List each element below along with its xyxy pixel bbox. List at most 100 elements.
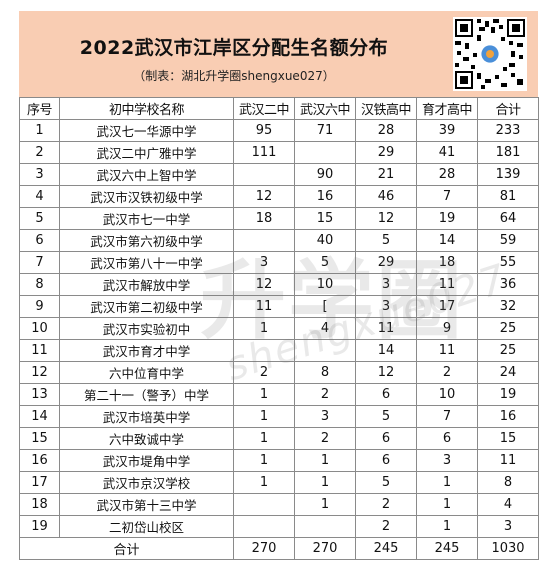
quota-cell: 14 <box>416 229 478 252</box>
quota-cell: [ <box>294 295 356 318</box>
row-index-cell: 15 <box>19 427 60 450</box>
row-index-cell: 18 <box>19 493 60 516</box>
quota-cell <box>294 515 356 538</box>
row-index-cell: 8 <box>19 273 60 296</box>
table-row: 3 武汉六中上智中学 90 21 28 139 <box>19 163 539 186</box>
title-banner: 2022武汉市江岸区分配生名额分布 （制表：湖北升学圈shengxue027） <box>19 11 538 97</box>
row-index-cell: 13 <box>19 383 60 406</box>
quota-cell: 29 <box>355 251 417 274</box>
quota-cell: 10 <box>294 273 356 296</box>
row-index-cell: 10 <box>19 317 60 340</box>
quota-cell: 6 <box>355 427 417 450</box>
row-index-cell: 6 <box>19 229 60 252</box>
school-name-cell: 二初岱山校区 <box>59 515 234 538</box>
quota-cell <box>233 339 295 362</box>
quota-cell: 111 <box>233 141 295 164</box>
school-name-cell: 武汉市第二初级中学 <box>59 295 234 318</box>
quota-cell: 25 <box>477 339 539 362</box>
quota-cell <box>294 339 356 362</box>
quota-cell: 1 <box>233 317 295 340</box>
total-value-cell: 245 <box>355 537 417 560</box>
table-row: 18 武汉市第十三中学 1 2 1 4 <box>19 493 539 516</box>
quota-cell: 28 <box>416 163 478 186</box>
row-index-cell: 9 <box>19 295 60 318</box>
quota-cell: 11 <box>355 317 417 340</box>
quota-cell: 2 <box>294 383 356 406</box>
table-row: 16 武汉市堤角中学 1 1 6 3 11 <box>19 449 539 472</box>
quota-cell: 7 <box>416 185 478 208</box>
quota-cell: 2 <box>294 427 356 450</box>
school-name-cell: 第二十一（警予）中学 <box>59 383 234 406</box>
quota-cell: 6 <box>416 427 478 450</box>
quota-cell: 2 <box>355 493 417 516</box>
table-body: 1 武汉七一华源中学 95 71 28 39 233 2 武汉二中广雅中学 111 29 41 181 3… <box>19 119 539 560</box>
quota-cell: 21 <box>355 163 417 186</box>
school-name-cell: 武汉市育才中学 <box>59 339 234 362</box>
column-header: 序号 <box>19 97 60 120</box>
school-name-cell: 武汉七一华源中学 <box>59 119 234 142</box>
school-name-cell: 武汉市第八十一中学 <box>59 251 234 274</box>
row-index-cell: 4 <box>19 185 60 208</box>
school-name-cell: 武汉市堤角中学 <box>59 449 234 472</box>
quota-cell: 3 <box>233 251 295 274</box>
table-row: 7 武汉市第八十一中学 3 5 29 18 55 <box>19 251 539 274</box>
quota-cell: 1 <box>233 427 295 450</box>
school-name-cell: 武汉市第十三中学 <box>59 493 234 516</box>
quota-cell: 1 <box>416 493 478 516</box>
total-row: 合计 270 270 245 245 1030 <box>19 537 539 560</box>
quota-cell: 1 <box>416 471 478 494</box>
quota-cell: 2 <box>416 361 478 384</box>
qr-code-icon <box>453 17 527 91</box>
quota-cell: 12 <box>233 185 295 208</box>
quota-cell: 36 <box>477 273 539 296</box>
row-index-cell: 11 <box>19 339 60 362</box>
total-value-cell: 1030 <box>477 537 539 560</box>
quota-cell <box>233 515 295 538</box>
quota-cell: 39 <box>416 119 478 142</box>
page-title: 2022武汉市江岸区分配生名额分布 <box>79 37 389 59</box>
quota-cell: 3 <box>294 405 356 428</box>
school-name-cell: 武汉市京汉学校 <box>59 471 234 494</box>
quota-cell: 15 <box>294 207 356 230</box>
table-row: 10 武汉市实验初中 1 4 11 9 25 <box>19 317 539 340</box>
quota-cell: 95 <box>233 119 295 142</box>
column-header: 育才高中 <box>416 97 478 120</box>
quota-cell: 3 <box>355 273 417 296</box>
quota-cell: 3 <box>416 449 478 472</box>
quota-cell: 3 <box>355 295 417 318</box>
table-row: 4 武汉市汉铁初级中学 12 16 46 7 81 <box>19 185 539 208</box>
school-name-cell: 武汉市第六初级中学 <box>59 229 234 252</box>
total-value-cell: 270 <box>233 537 295 560</box>
table-row: 15 六中致诚中学 1 2 6 6 15 <box>19 427 539 450</box>
quota-cell: 32 <box>477 295 539 318</box>
total-value-cell: 245 <box>416 537 478 560</box>
quota-cell: 8 <box>294 361 356 384</box>
quota-cell: 12 <box>233 273 295 296</box>
quota-cell: 24 <box>477 361 539 384</box>
school-name-cell: 武汉二中广雅中学 <box>59 141 234 164</box>
quota-cell: 1 <box>233 405 295 428</box>
quota-cell: 4 <box>477 493 539 516</box>
quota-cell: 1 <box>233 449 295 472</box>
table-row: 17 武汉市京汉学校 1 1 5 1 8 <box>19 471 539 494</box>
quota-cell: 18 <box>416 251 478 274</box>
quota-cell: 55 <box>477 251 539 274</box>
quota-cell: 1 <box>233 471 295 494</box>
total-value-cell: 270 <box>294 537 356 560</box>
table-row: 2 武汉二中广雅中学 111 29 41 181 <box>19 141 539 164</box>
quota-cell: 12 <box>355 207 417 230</box>
row-index-cell: 17 <box>19 471 60 494</box>
total-label-cell: 合计 <box>19 537 234 560</box>
table-row: 12 六中位育中学 2 8 12 2 24 <box>19 361 539 384</box>
table-row: 19 二初岱山校区 2 1 3 <box>19 515 539 538</box>
school-name-cell: 六中位育中学 <box>59 361 234 384</box>
school-name-cell: 武汉六中上智中学 <box>59 163 234 186</box>
row-index-cell: 5 <box>19 207 60 230</box>
table-row: 9 武汉市第二初级中学 11[3 17 32 <box>19 295 539 318</box>
quota-cell: 81 <box>477 185 539 208</box>
quota-cell: 3 <box>477 515 539 538</box>
quota-cell: 5 <box>355 229 417 252</box>
quota-cell: 4 <box>294 317 356 340</box>
row-index-cell: 1 <box>19 119 60 142</box>
row-index-cell: 12 <box>19 361 60 384</box>
